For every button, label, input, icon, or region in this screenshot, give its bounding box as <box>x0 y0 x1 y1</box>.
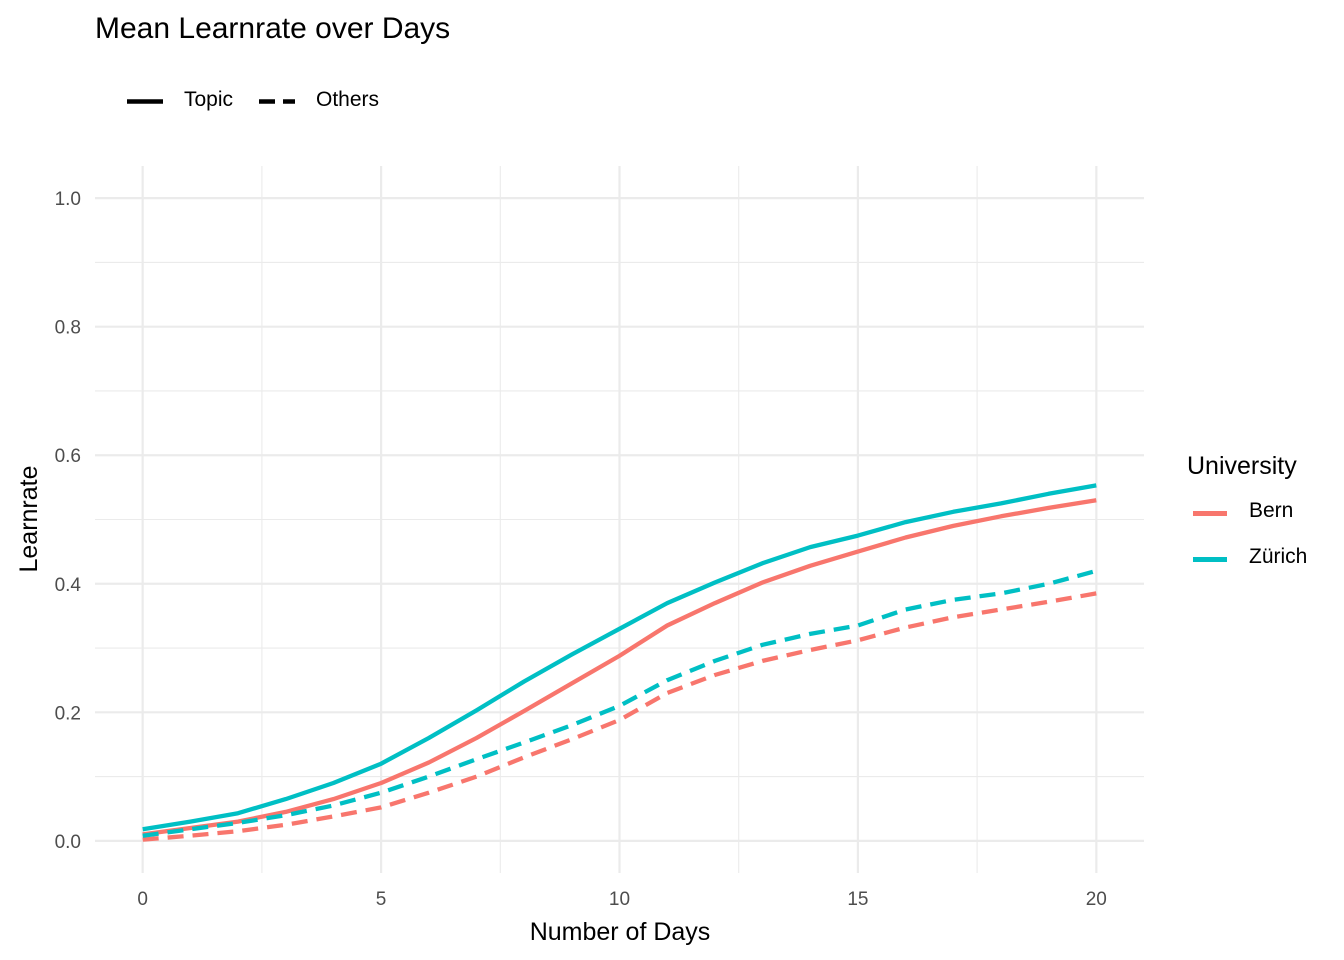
x-tick-label: 5 <box>376 889 387 910</box>
color-legend-item-bern: Bern <box>1187 491 1337 537</box>
x-tick-label: 10 <box>609 889 630 910</box>
series-line-zurich-solid <box>142 483 1097 832</box>
major-gridlines <box>95 166 1144 873</box>
dashed-line-key-icon <box>259 99 295 104</box>
y-tick-label: 0.8 <box>55 318 81 339</box>
color-legend-label-bern: Bern <box>1249 499 1294 522</box>
x-axis-title: Number of Days <box>530 918 711 946</box>
color-legend-item-zurich: Zürich <box>1187 537 1337 583</box>
zurich-color-key-icon <box>1193 557 1227 562</box>
series-line-bern-solid <box>142 498 1097 837</box>
linetype-legend-label-others: Others <box>316 88 380 111</box>
y-tick-labels: 0.0 0.2 0.4 0.6 0.8 1.0 <box>55 189 82 853</box>
y-tick-label: 1.0 <box>55 189 81 210</box>
x-tick-label: 20 <box>1086 889 1107 910</box>
y-tick-label: 0.6 <box>55 446 81 467</box>
y-tick-label: 0.0 <box>55 832 81 853</box>
y-axis-title: Learnrate <box>15 465 43 572</box>
color-legend-label-zurich: Zürich <box>1249 545 1308 568</box>
y-tick-label: 0.4 <box>55 575 82 596</box>
chart-title: Mean Learnrate over Days <box>95 12 451 45</box>
series-line-bern-dashed <box>142 591 1097 842</box>
y-tick-label: 0.2 <box>55 703 81 724</box>
linetype-legend: Topic Others <box>125 86 425 116</box>
x-tick-label: 15 <box>847 889 868 910</box>
linetype-legend-label-topic: Topic <box>184 88 234 111</box>
x-tick-labels: 0 5 10 15 20 <box>137 889 1106 910</box>
solid-line-key-icon <box>127 99 163 104</box>
color-legend: University Bern Zürich <box>1187 452 1337 583</box>
x-tick-label: 0 <box>137 889 148 910</box>
series-line-zurich-dashed <box>142 568 1097 838</box>
color-legend-title: University <box>1187 452 1297 480</box>
bern-color-key-icon <box>1193 511 1227 516</box>
series-lines <box>142 483 1097 842</box>
